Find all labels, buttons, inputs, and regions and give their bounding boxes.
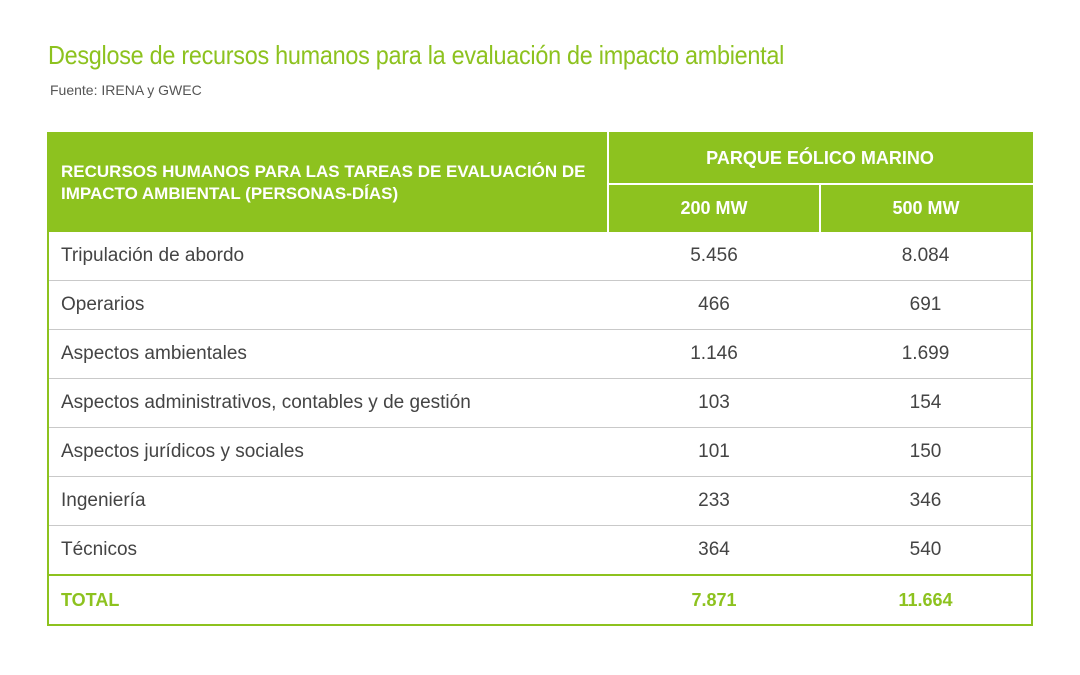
row-label: Ingeniería bbox=[48, 476, 608, 526]
cell-200mw: 101 bbox=[608, 427, 820, 477]
cell-500mw: 154 bbox=[820, 378, 1033, 428]
row-label: Técnicos bbox=[48, 525, 608, 576]
total-label: TOTAL bbox=[48, 574, 608, 625]
cell-500mw: 1.699 bbox=[820, 329, 1033, 379]
cell-500mw: 150 bbox=[820, 427, 1033, 477]
row-label: Aspectos jurídicos y sociales bbox=[48, 427, 608, 477]
row-label: Aspectos ambientales bbox=[48, 329, 608, 379]
cell-200mw: 466 bbox=[608, 280, 820, 330]
total-500mw: 11.664 bbox=[820, 574, 1033, 625]
table-row: Aspectos ambientales 1.146 1.699 bbox=[48, 329, 1033, 379]
total-200mw: 7.871 bbox=[608, 574, 820, 625]
row-header: RECURSOS HUMANOS PARA LAS TAREAS DE EVAL… bbox=[48, 133, 609, 232]
table-row: Ingeniería 233 346 bbox=[48, 476, 1033, 526]
row-label: Tripulación de abordo bbox=[48, 232, 608, 281]
cell-500mw: 540 bbox=[820, 525, 1033, 576]
data-table: RECURSOS HUMANOS PARA LAS TAREAS DE EVAL… bbox=[47, 132, 1034, 626]
total-row: TOTAL 7.871 11.664 bbox=[48, 574, 1033, 625]
cell-500mw: 346 bbox=[820, 476, 1033, 526]
row-label: Aspectos administrativos, contables y de… bbox=[48, 378, 608, 428]
cell-200mw: 5.456 bbox=[608, 232, 820, 281]
column-header-500mw: 500 MW bbox=[820, 184, 1033, 232]
cell-200mw: 1.146 bbox=[608, 329, 820, 379]
cell-500mw: 8.084 bbox=[820, 232, 1033, 281]
table-row: Aspectos administrativos, contables y de… bbox=[48, 378, 1033, 428]
cell-500mw: 691 bbox=[820, 280, 1033, 330]
table-row: Tripulación de abordo 5.456 8.084 bbox=[48, 232, 1033, 281]
cell-200mw: 233 bbox=[608, 476, 820, 526]
table-row: Operarios 466 691 bbox=[48, 280, 1033, 330]
table-row: Aspectos jurídicos y sociales 101 150 bbox=[48, 427, 1033, 477]
column-header-200mw: 200 MW bbox=[608, 184, 821, 232]
group-header: PARQUE EÓLICO MARINO bbox=[608, 133, 1033, 186]
source-note: Fuente: IRENA y GWEC bbox=[50, 82, 202, 98]
table-row: Técnicos 364 540 bbox=[48, 525, 1033, 576]
page-title: Desglose de recursos humanos para la eva… bbox=[48, 40, 785, 70]
cell-200mw: 103 bbox=[608, 378, 820, 428]
cell-200mw: 364 bbox=[608, 525, 820, 576]
row-label: Operarios bbox=[48, 280, 608, 330]
